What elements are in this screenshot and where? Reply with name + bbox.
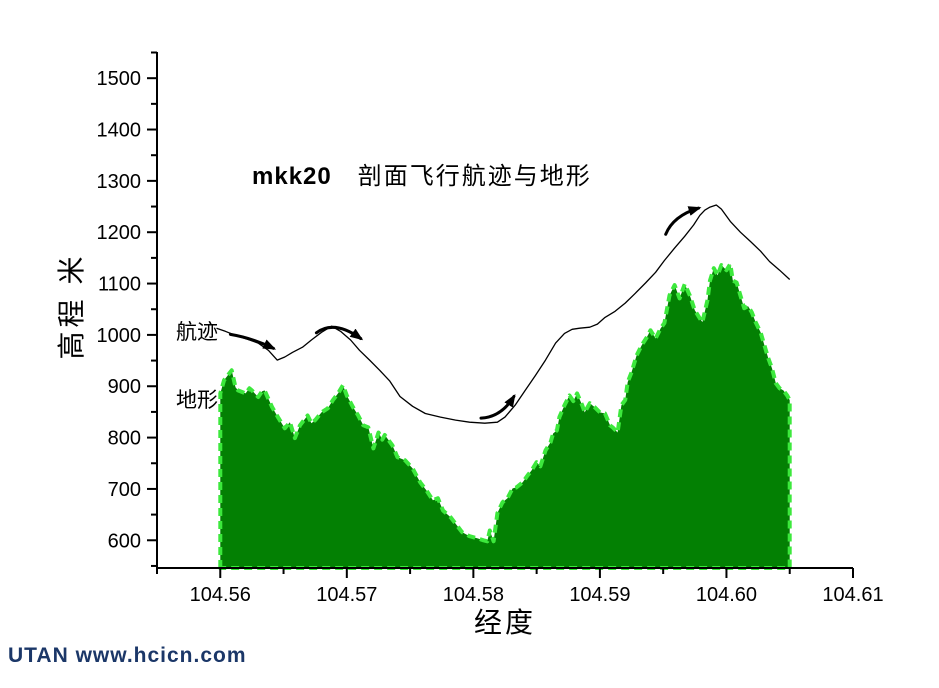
y-axis-label: 高程 米: [57, 252, 88, 360]
tick-labels: 104.56 104.57 104.58 104.59 104.60 104.61 600 7…: [97, 68, 884, 606]
y-tick-label: 1000: [97, 325, 142, 347]
axes: [147, 51, 854, 578]
x-tick-label: 104.61: [822, 584, 883, 606]
chart-title: mkk20 剖面飞行航迹与地形: [252, 156, 592, 191]
y-tick-label: 800: [108, 428, 141, 450]
x-tick-label: 104.58: [443, 584, 504, 606]
x-tick-label: 104.56: [190, 584, 251, 606]
x-tick-label: 104.57: [316, 584, 377, 606]
y-tick-label: 700: [108, 479, 141, 501]
watermark-text: UTAN www.hcicn.com: [8, 644, 247, 667]
direction-arrow: [664, 206, 702, 236]
flight-track-label: 航迹: [176, 320, 218, 344]
chart-title-text: 剖面飞行航迹与地形: [357, 164, 592, 190]
y-tick-label: 600: [108, 530, 141, 552]
direction-arrow: [479, 393, 516, 420]
chart-title-prefix: mkk20: [252, 163, 332, 190]
y-tick-label: 1300: [97, 171, 142, 193]
flight-track-line: [216, 204, 791, 424]
x-axis-label: 经度: [473, 608, 537, 639]
x-tick-label: 104.59: [569, 584, 630, 606]
direction-arrows: [228, 206, 702, 420]
y-tick-label: 1100: [98, 274, 141, 296]
direction-arrow: [314, 325, 364, 341]
terrain-series: [218, 262, 792, 570]
terrain-label: 地形: [176, 388, 218, 412]
y-tick-label: 1200: [97, 222, 142, 244]
flight-track-series: [216, 204, 791, 424]
y-tick-label: 1500: [97, 68, 142, 90]
y-tick-label: 1400: [97, 120, 142, 142]
x-tick-label: 104.60: [696, 584, 757, 606]
direction-arrow: [228, 332, 277, 350]
terrain-polygon: [218, 262, 792, 570]
y-tick-label: 900: [108, 376, 141, 398]
